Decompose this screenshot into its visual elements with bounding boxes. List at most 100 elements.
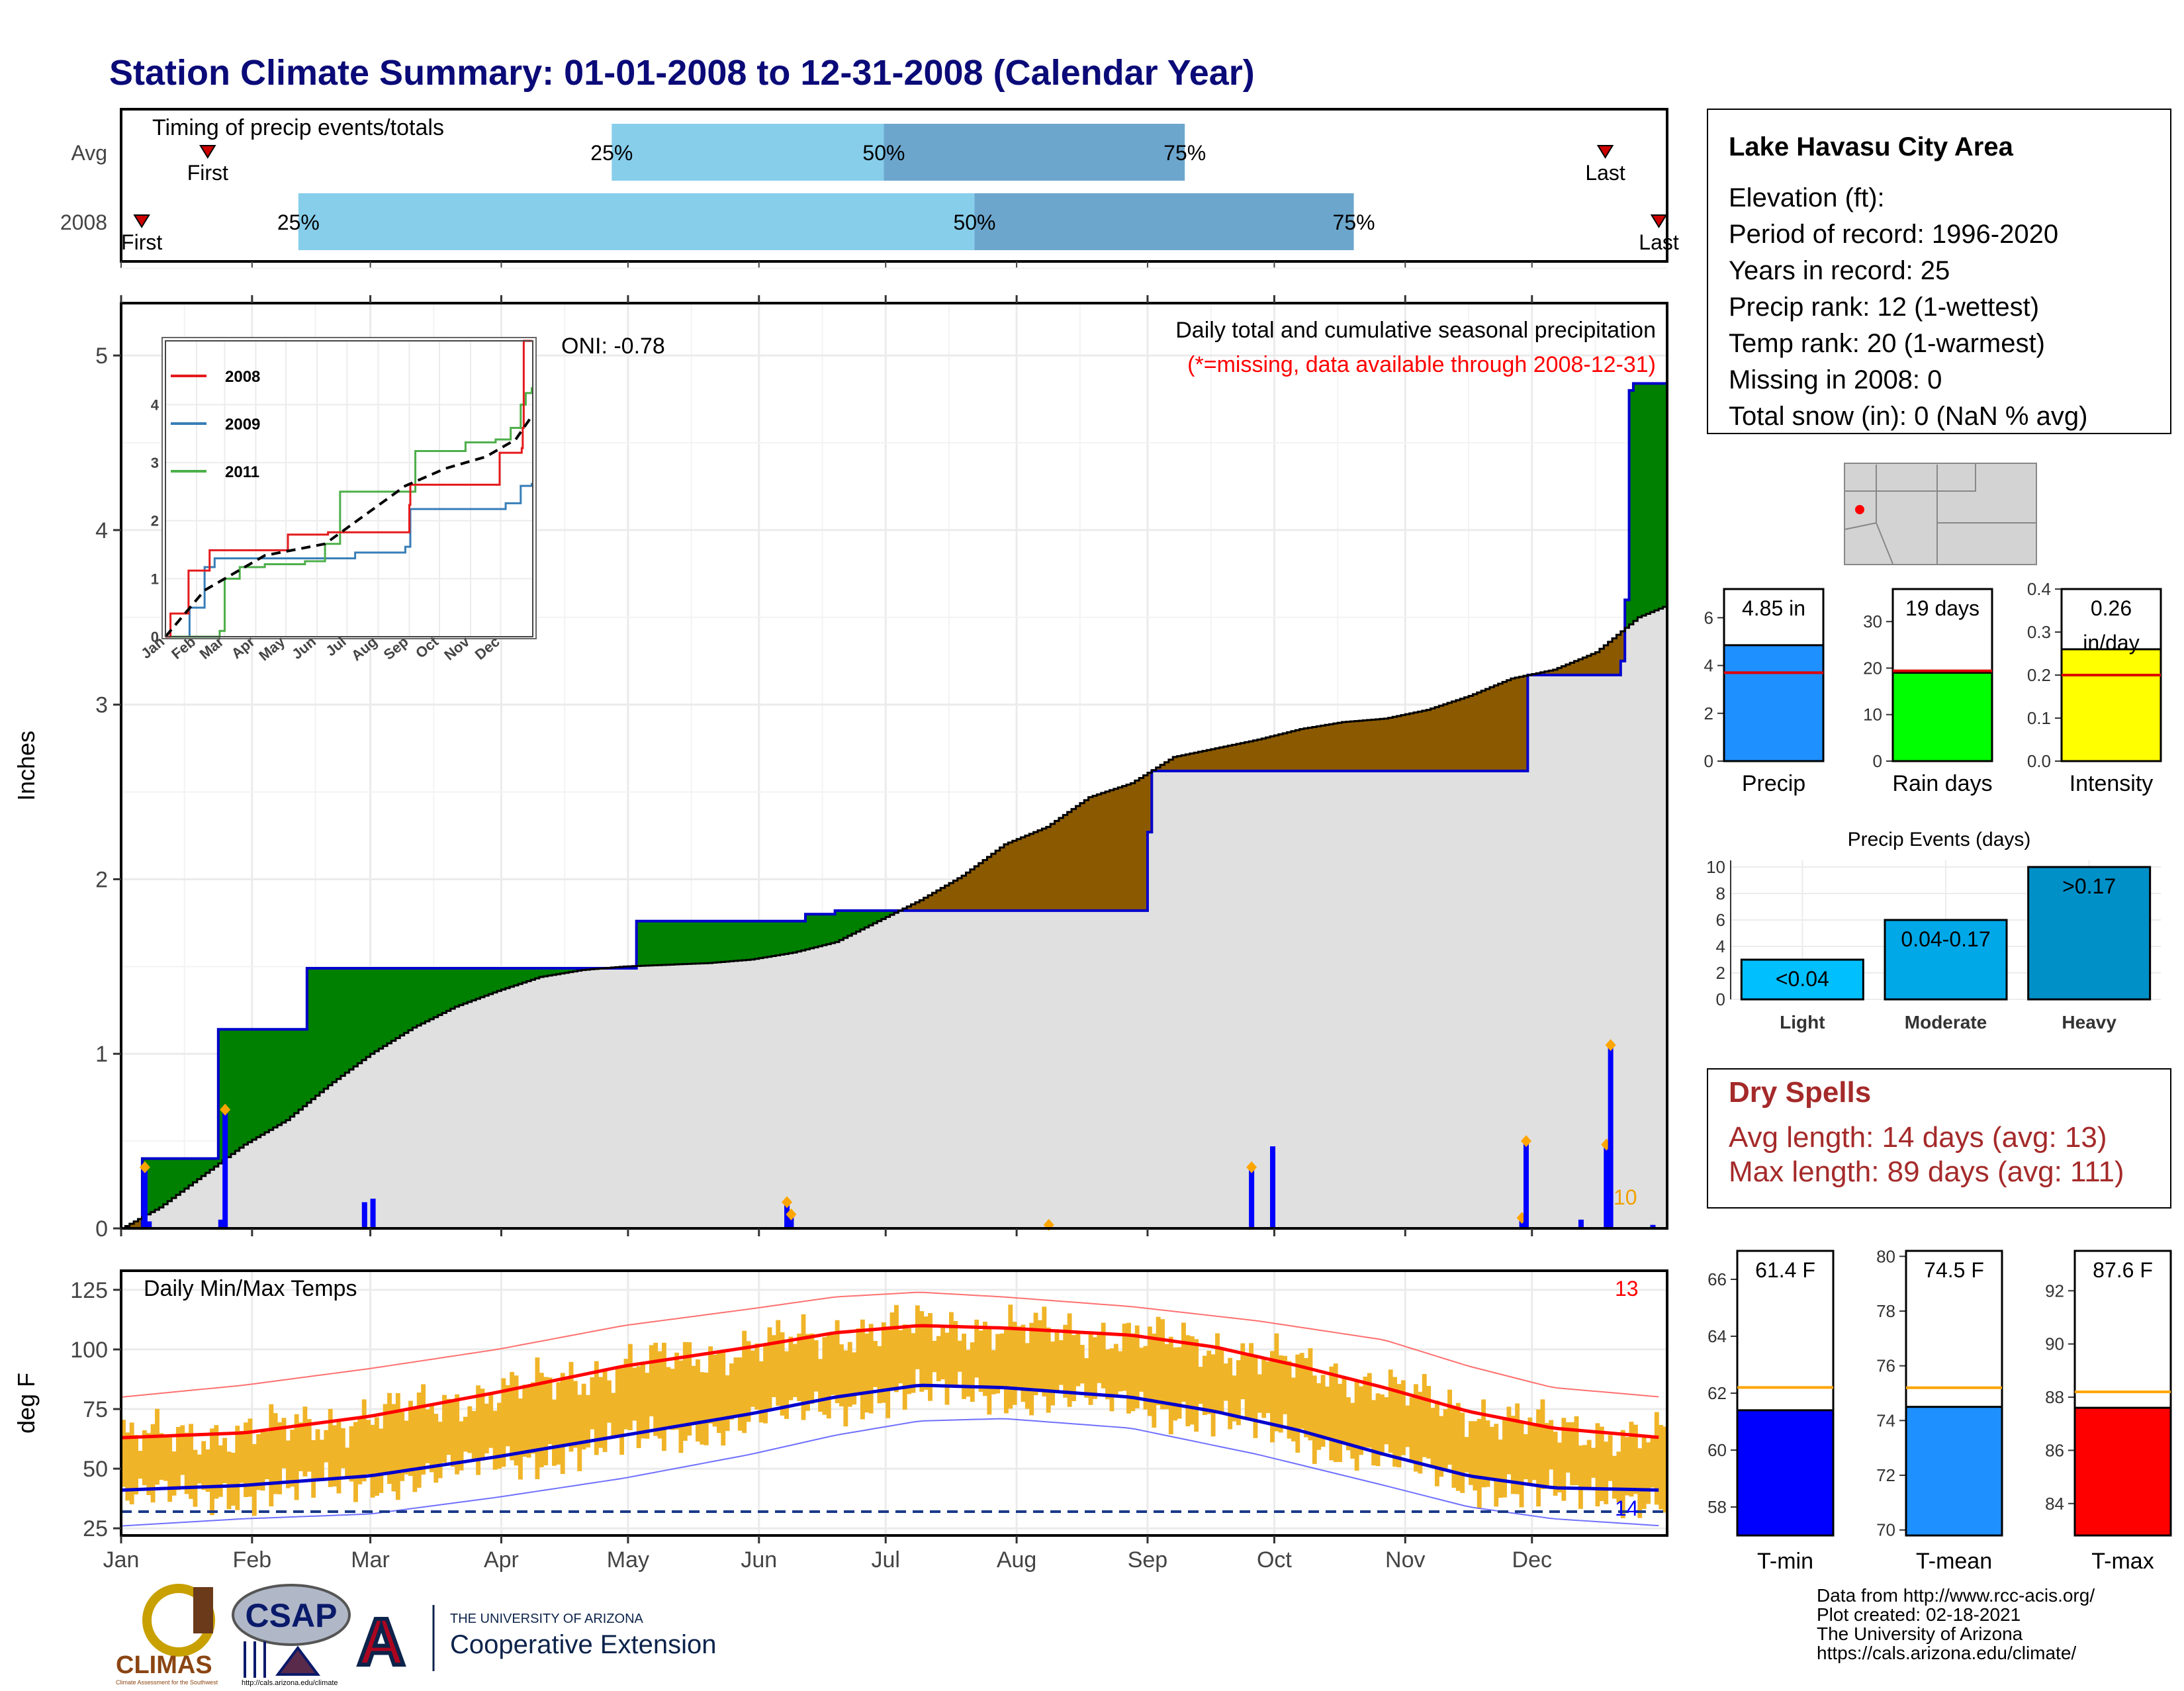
above-avg-fill bbox=[1625, 600, 1630, 628]
daily-temp-bar bbox=[776, 1320, 781, 1406]
daily-temp-bar bbox=[649, 1345, 654, 1416]
timing-bar-25-50 bbox=[612, 124, 884, 181]
daily-temp-bar bbox=[1595, 1423, 1600, 1507]
mini-category-label: Intensity bbox=[2070, 771, 2154, 796]
daily-temp-bar bbox=[1405, 1405, 1410, 1447]
below-avg-fill bbox=[1595, 652, 1600, 675]
below-avg-fill bbox=[1017, 839, 1022, 911]
above-avg-fill bbox=[750, 921, 755, 960]
precip-y-tick-label: 5 bbox=[95, 343, 108, 369]
daily-temp-bar bbox=[835, 1320, 840, 1404]
footer-credit-line: The University of Arizona bbox=[1817, 1623, 2023, 1644]
mini-category-label: Precip bbox=[1742, 771, 1805, 796]
daily-temp-bar bbox=[1143, 1346, 1148, 1410]
below-avg-fill bbox=[1101, 793, 1106, 911]
daily-temp-bar bbox=[1464, 1437, 1469, 1473]
daily-precip-bar bbox=[1578, 1219, 1584, 1228]
daily-temp-bar bbox=[1228, 1357, 1233, 1430]
daily-temp-bar bbox=[235, 1426, 240, 1510]
above-avg-fill bbox=[492, 968, 498, 993]
below-avg-fill bbox=[1287, 732, 1292, 771]
daily-temp-bar bbox=[1561, 1418, 1567, 1501]
temp-mini-category-label: T-min bbox=[1757, 1549, 1813, 1574]
precip-chart-title: Daily total and cumulative seasonal prec… bbox=[1175, 318, 1656, 343]
temp-mini-tick-label: 62 bbox=[1707, 1383, 1727, 1403]
below-avg-fill bbox=[948, 883, 954, 911]
below-avg-fill bbox=[1620, 631, 1625, 661]
precip-y-axis: 0 1 2 3 4 5 bbox=[95, 295, 1533, 1242]
daily-temp-bar bbox=[302, 1406, 308, 1477]
timing-p25-label: 25% bbox=[277, 210, 320, 234]
below-avg-fill bbox=[1333, 723, 1338, 771]
above-avg-fill bbox=[180, 1158, 185, 1192]
above-avg-fill bbox=[302, 1029, 308, 1107]
timing-last-label: Last bbox=[1639, 230, 1679, 254]
climas-logo-text: CLIMAS bbox=[116, 1651, 212, 1679]
timing-p25-label: 25% bbox=[590, 141, 633, 165]
above-avg-fill bbox=[400, 968, 405, 1036]
daily-temp-bar bbox=[894, 1304, 899, 1393]
timing-first-label: First bbox=[121, 230, 162, 254]
above-avg-fill bbox=[412, 968, 418, 1028]
daily-temp-bar bbox=[560, 1373, 565, 1474]
daily-temp-bar bbox=[1430, 1408, 1435, 1468]
daily-temp-bar bbox=[636, 1366, 641, 1448]
above-avg-fill bbox=[860, 910, 865, 930]
record-max-line bbox=[120, 1291, 1659, 1398]
temp-mini-tick-label: 88 bbox=[2045, 1387, 2064, 1407]
temp-mini-tick-label: 80 bbox=[1876, 1246, 1895, 1266]
temp-mini-tick-label: 72 bbox=[1876, 1465, 1895, 1485]
daily-temp-bar bbox=[1400, 1380, 1406, 1455]
daily-temp-bar bbox=[1101, 1322, 1106, 1389]
above-avg-fill bbox=[1650, 383, 1655, 612]
above-avg-fill bbox=[167, 1158, 173, 1201]
daily-temp-bar bbox=[847, 1342, 852, 1407]
precip-summary-bars: 0 2 4 6 4.85 in Precip 0 10 20 30 19 days Rain days… bbox=[1704, 579, 2162, 796]
daily-temp-bar bbox=[1253, 1356, 1258, 1438]
below-avg-fill bbox=[1586, 655, 1592, 675]
temp-mini-tick-label: 58 bbox=[1707, 1497, 1727, 1517]
mini-tick-label: 20 bbox=[1863, 658, 1882, 678]
below-avg-fill bbox=[978, 863, 983, 911]
mini-tick-label: 0.0 bbox=[2027, 751, 2051, 771]
daily-temp-bar bbox=[1557, 1442, 1562, 1492]
below-avg-fill bbox=[1283, 733, 1288, 771]
daily-temp-bar bbox=[1164, 1344, 1169, 1410]
above-avg-fill bbox=[852, 910, 857, 934]
daily-temp-bar bbox=[712, 1354, 717, 1427]
below-avg-fill bbox=[991, 853, 996, 911]
daily-temp-bar bbox=[1646, 1442, 1651, 1504]
above-avg-fill bbox=[535, 968, 540, 979]
events-bar bbox=[1740, 958, 1864, 1001]
inset-y-tick-label: 3 bbox=[151, 455, 159, 471]
above-avg-fill bbox=[1654, 383, 1659, 611]
temp-y-tick-label: 25 bbox=[83, 1516, 108, 1541]
daily-temp-bar bbox=[256, 1434, 261, 1490]
below-avg-fill bbox=[1232, 745, 1237, 771]
daily-temp-bar bbox=[788, 1336, 794, 1400]
timing-bar-25-50 bbox=[298, 193, 975, 250]
above-avg-fill bbox=[450, 968, 455, 1009]
below-avg-fill bbox=[953, 880, 958, 911]
events-y-tick-label: 8 bbox=[1716, 884, 1725, 903]
above-avg-fill bbox=[531, 968, 536, 980]
daily-temp-bar bbox=[349, 1426, 354, 1482]
daily-temp-bar bbox=[1122, 1323, 1127, 1391]
above-avg-fill bbox=[700, 921, 705, 964]
daily-temp-bar bbox=[978, 1330, 983, 1392]
month-tick-label: Nov bbox=[1385, 1547, 1425, 1573]
above-avg-fill bbox=[696, 921, 701, 964]
precip-events-chart: Precip Events (days) 0 2 4 6 8 10 <0.04 Light 0.… bbox=[1706, 829, 2161, 1032]
csap-url: http://cals.arizona.edu/climate bbox=[242, 1679, 338, 1687]
below-avg-fill bbox=[1257, 739, 1262, 771]
daily-temp-bar bbox=[1003, 1328, 1009, 1414]
above-avg-fill bbox=[260, 1029, 265, 1135]
below-avg-fill bbox=[1367, 719, 1372, 771]
below-avg-fill bbox=[987, 856, 992, 911]
daily-temp-bar bbox=[1565, 1422, 1570, 1473]
daily-temp-bar bbox=[1181, 1322, 1186, 1402]
daily-temp-bar bbox=[1384, 1397, 1389, 1445]
below-avg-fill bbox=[1122, 786, 1127, 911]
temp-y-tick-label: 125 bbox=[70, 1278, 108, 1303]
above-avg-fill bbox=[708, 921, 713, 964]
